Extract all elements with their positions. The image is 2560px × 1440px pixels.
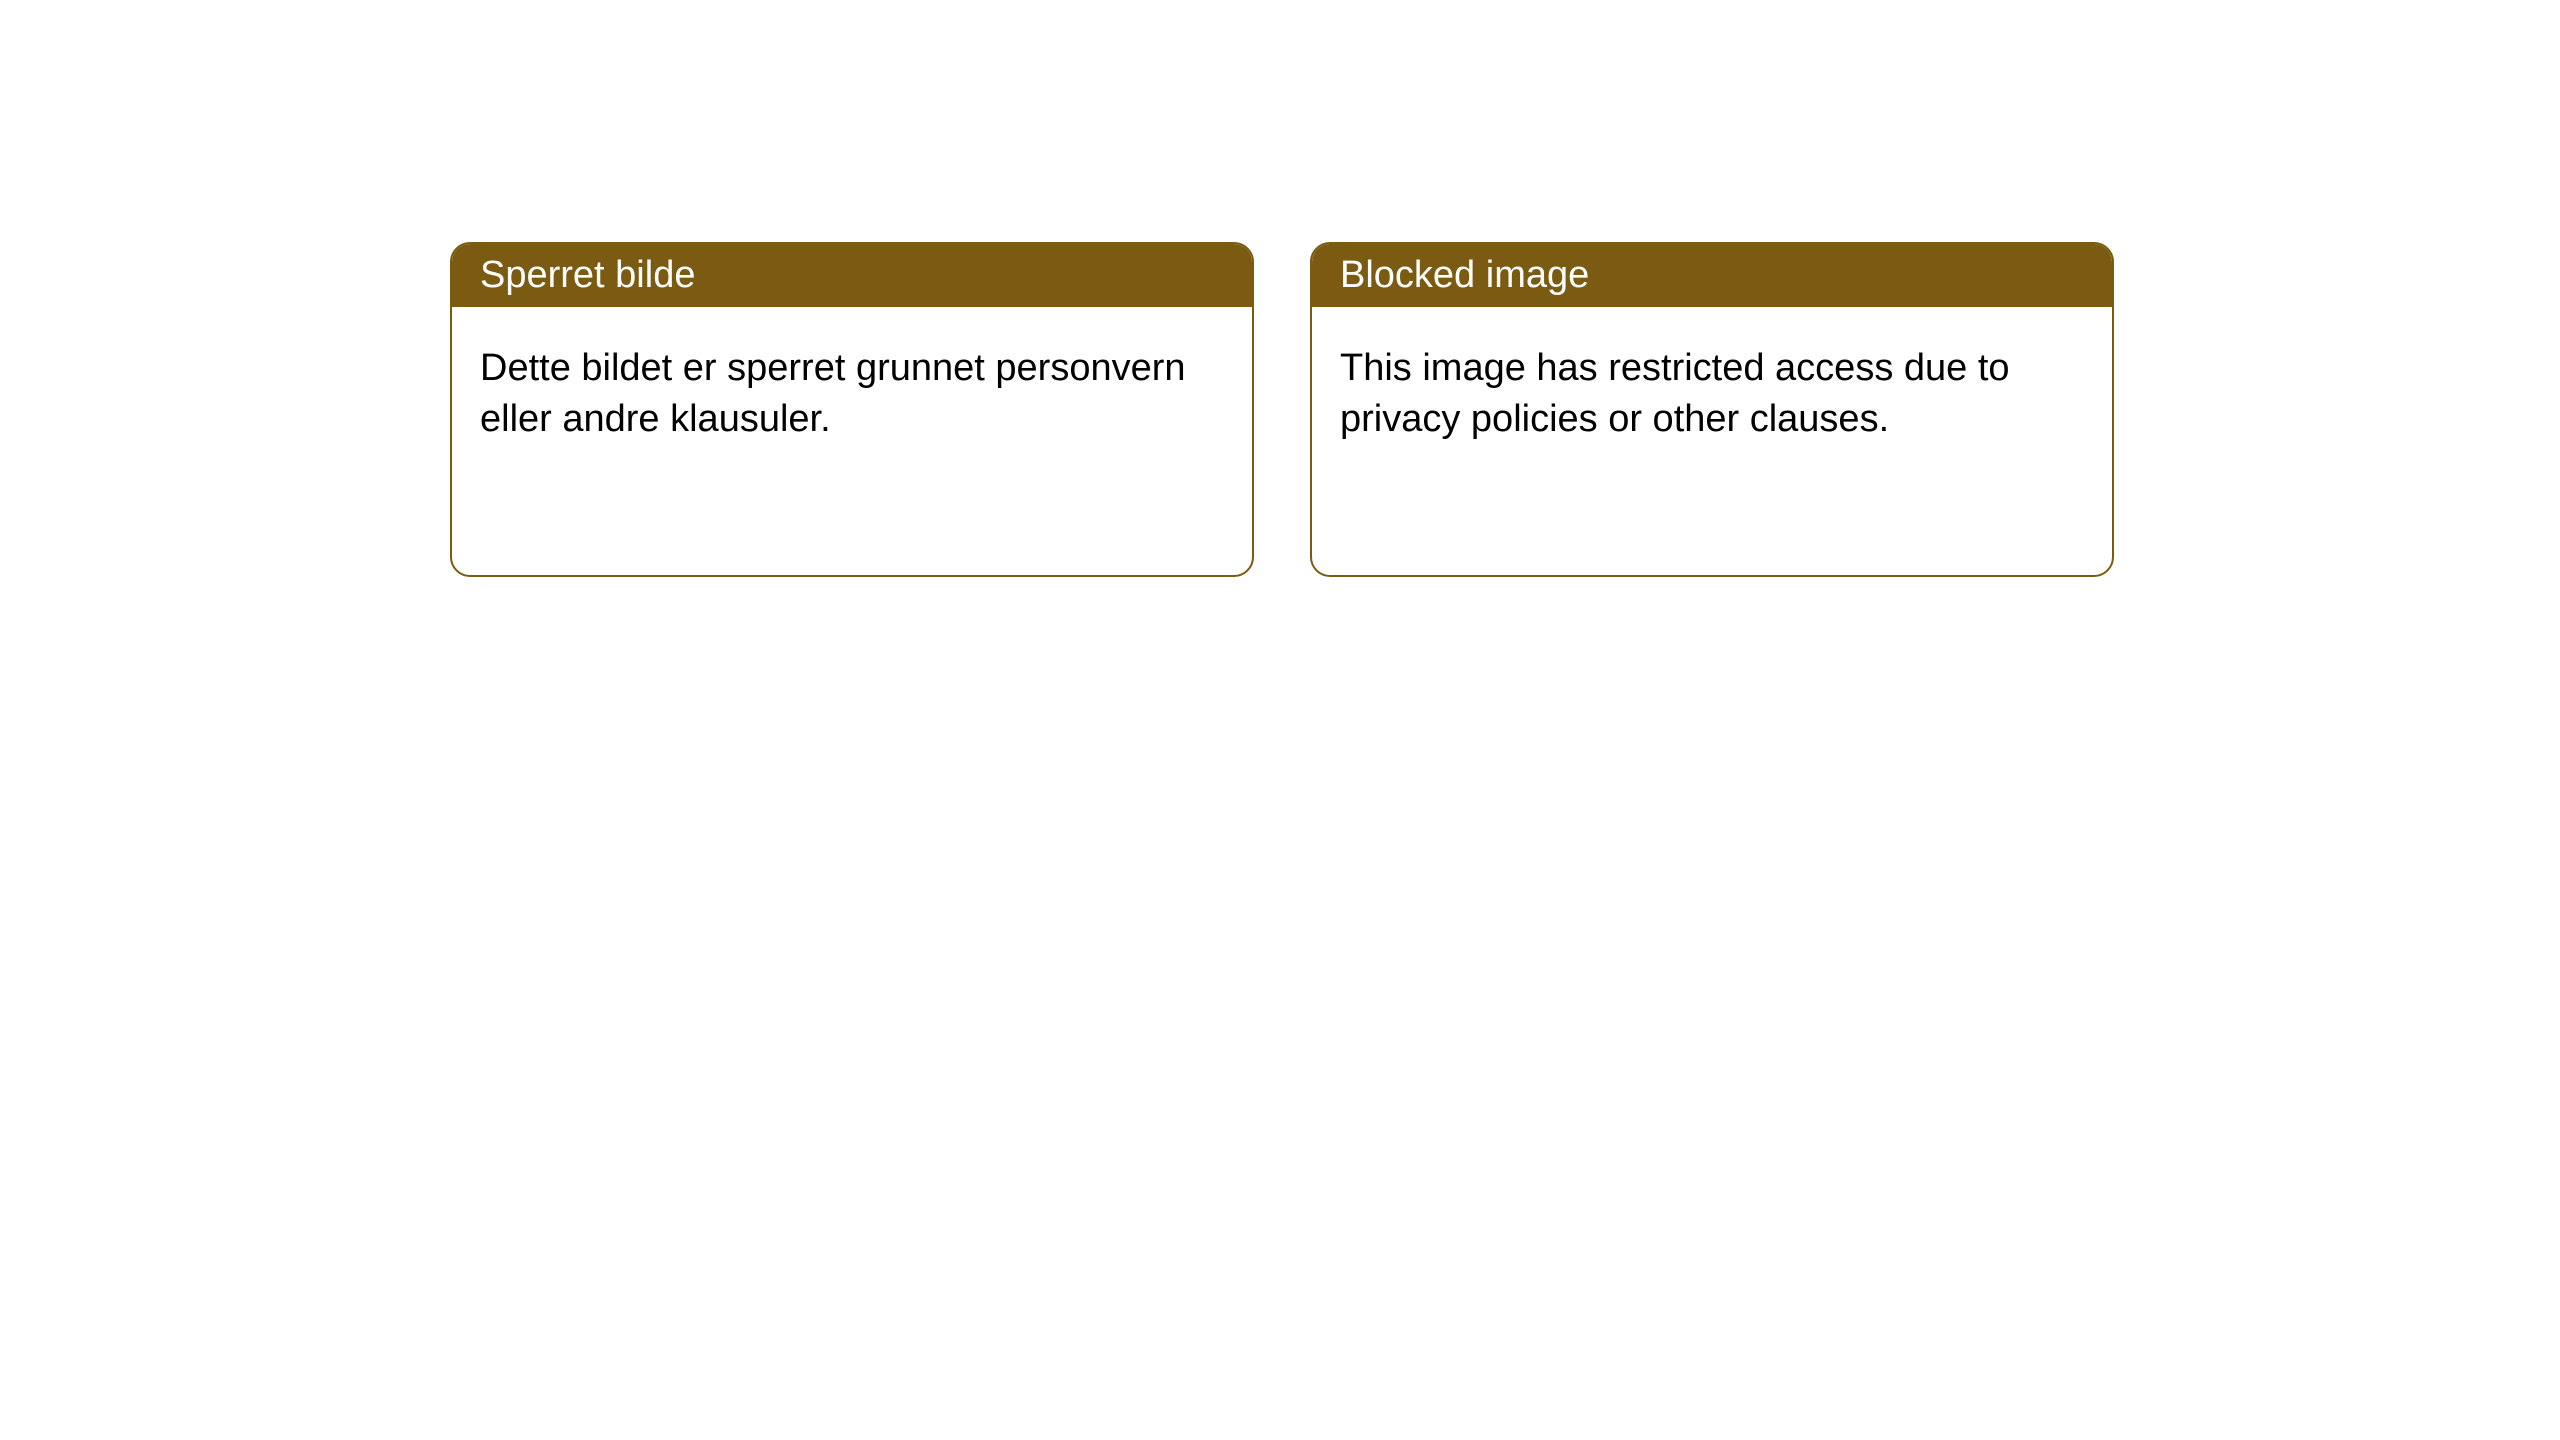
card-header: Blocked image (1312, 244, 2112, 307)
card-body: Dette bildet er sperret grunnet personve… (452, 307, 1252, 482)
card-header-text: Blocked image (1340, 254, 1589, 296)
notice-card-norwegian: Sperret bilde Dette bildet er sperret gr… (450, 242, 1254, 577)
card-header-text: Sperret bilde (480, 254, 695, 296)
notice-card-english: Blocked image This image has restricted … (1310, 242, 2114, 577)
card-body-text: This image has restricted access due to … (1340, 347, 2010, 440)
card-body: This image has restricted access due to … (1312, 307, 2112, 482)
card-body-text: Dette bildet er sperret grunnet personve… (480, 347, 1186, 440)
notice-cards-container: Sperret bilde Dette bildet er sperret gr… (0, 0, 2560, 577)
card-header: Sperret bilde (452, 244, 1252, 307)
